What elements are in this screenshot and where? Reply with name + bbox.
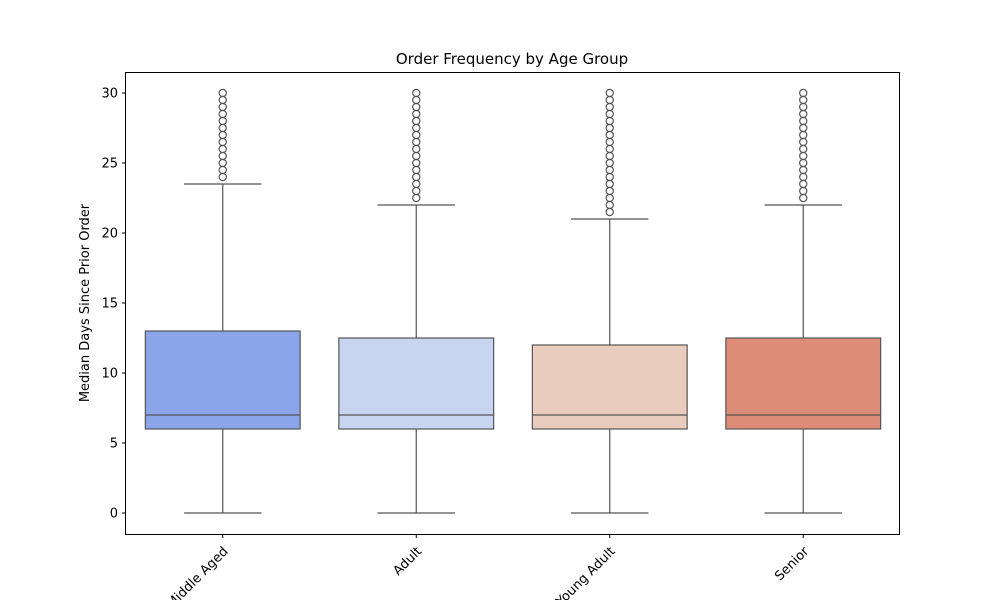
outlier-point: [799, 88, 808, 98]
x-tick-label: Adult: [391, 544, 426, 579]
y-tick-label: 5: [110, 437, 118, 452]
outlier-point: [412, 109, 421, 119]
outlier-point: [412, 116, 421, 126]
x-tick-label: Middle Aged: [164, 544, 232, 600]
outlier-point: [799, 151, 808, 161]
outlier-point: [218, 116, 227, 126]
outlier-point: [412, 102, 421, 112]
outlier-point: [605, 109, 614, 119]
y-axis-label: Median Days Since Prior Order: [78, 203, 93, 402]
outlier-point: [412, 193, 421, 203]
outlier-point: [412, 179, 421, 189]
outlier-point: [799, 158, 808, 168]
outlier-point: [412, 137, 421, 147]
outlier-point: [605, 88, 614, 98]
outlier-point: [605, 179, 614, 189]
outlier-point: [412, 144, 421, 154]
outlier-point: [605, 151, 614, 161]
y-tick-label: 0: [110, 507, 118, 522]
box-iqr: [725, 337, 882, 430]
outlier-point: [218, 137, 227, 147]
outlier-point: [799, 102, 808, 112]
outlier-point: [799, 186, 808, 196]
outlier-point: [218, 109, 227, 119]
outlier-point: [605, 116, 614, 126]
outlier-point: [218, 95, 227, 105]
outlier-point: [412, 123, 421, 133]
outlier-point: [412, 88, 421, 98]
outlier-point: [218, 151, 227, 161]
y-tick-label: 20: [101, 227, 118, 242]
outlier-point: [412, 151, 421, 161]
outlier-point: [412, 130, 421, 140]
outlier-point: [799, 130, 808, 140]
outlier-point: [605, 186, 614, 196]
outlier-point: [605, 95, 614, 105]
outlier-point: [799, 179, 808, 189]
outlier-point: [218, 158, 227, 168]
box-iqr: [531, 344, 688, 430]
outlier-point: [799, 137, 808, 147]
box-iqr: [144, 330, 301, 430]
outlier-point: [799, 109, 808, 119]
x-tick-label: Senior: [772, 544, 812, 584]
outlier-point: [412, 165, 421, 175]
outlier-point: [605, 137, 614, 147]
outlier-point: [799, 193, 808, 203]
outlier-point: [218, 172, 227, 182]
outlier-point: [605, 158, 614, 168]
outlier-point: [605, 193, 614, 203]
outlier-point: [218, 102, 227, 112]
plot-area: 0 5 10 15 20 25 30 Middle Aged Adult Young Adult S…: [101, 87, 882, 600]
plot-frame: [125, 72, 900, 535]
y-tick-label: 25: [101, 157, 118, 172]
outlier-point: [218, 165, 227, 175]
outlier-point: [605, 102, 614, 112]
x-tick-label: Young Adult: [553, 544, 619, 600]
outlier-point: [412, 95, 421, 105]
outlier-point: [218, 88, 227, 98]
outlier-point: [605, 172, 614, 182]
outlier-point: [605, 165, 614, 175]
outlier-point: [605, 123, 614, 133]
outlier-point: [605, 200, 614, 210]
outlier-point: [799, 95, 808, 105]
outlier-point: [799, 144, 808, 154]
outlier-point: [799, 116, 808, 126]
y-tick-label: 30: [101, 87, 118, 102]
outlier-point: [799, 123, 808, 133]
outlier-point: [605, 144, 614, 154]
outlier-point: [412, 186, 421, 196]
outlier-point: [218, 144, 227, 154]
outlier-point: [218, 130, 227, 140]
y-tick-label: 15: [101, 297, 118, 312]
chart-title: Order Frequency by Age Group: [396, 50, 628, 68]
outlier-point: [605, 207, 614, 217]
y-tick-label: 10: [101, 367, 118, 382]
outlier-point: [412, 158, 421, 168]
outlier-point: [605, 130, 614, 140]
outlier-point: [799, 165, 808, 175]
outlier-point: [412, 172, 421, 182]
outlier-point: [218, 123, 227, 133]
box-iqr: [338, 337, 495, 430]
outlier-point: [799, 172, 808, 182]
